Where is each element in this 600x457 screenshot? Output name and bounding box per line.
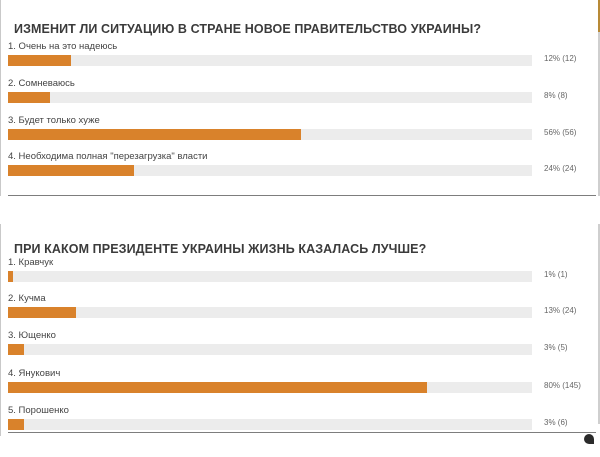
drop-corner-icon (584, 434, 594, 444)
poll-president: ПРИ КАКОМ ПРЕЗИДЕНТЕ УКРАИНЫ ЖИЗНЬ КАЗАЛ… (0, 224, 600, 457)
option-result: 3% (6) (544, 418, 568, 427)
result-bar-track (8, 419, 532, 430)
poll-title: ИЗМЕНИТ ЛИ СИТУАЦИЮ В СТРАНЕ НОВОЕ ПРАВИ… (14, 22, 482, 37)
result-bar-fill (8, 129, 302, 140)
option-label: 4. Янукович (8, 368, 61, 379)
result-bar-fill (8, 344, 24, 355)
option-label: 2. Кучма (8, 293, 46, 304)
option-label: 5. Порошенко (8, 405, 69, 416)
option-result: 8% (8) (544, 91, 568, 100)
poll-border-left (0, 224, 1, 436)
result-bar-track (8, 129, 532, 140)
option-label: 1. Очень на это надеюсь (8, 41, 118, 52)
poll-option[interactable]: 2. Кучма 13% (24) (8, 293, 600, 323)
option-result: 1% (1) (544, 270, 568, 279)
result-bar-fill (8, 92, 50, 103)
option-result: 3% (5) (544, 343, 568, 352)
poll-border-left (0, 0, 1, 196)
poll-government: ИЗМЕНИТ ЛИ СИТУАЦИЮ В СТРАНЕ НОВОЕ ПРАВИ… (0, 0, 600, 196)
option-label: 4. Необходима полная "перезагрузка" влас… (8, 151, 208, 162)
poll-option[interactable]: 4. Янукович 80% (145) (8, 368, 600, 398)
poll-separator (8, 195, 596, 196)
poll-title: ПРИ КАКОМ ПРЕЗИДЕНТЕ УКРАИНЫ ЖИЗНЬ КАЗАЛ… (14, 242, 427, 257)
result-bar-track (8, 344, 532, 355)
result-bar-fill (8, 165, 134, 176)
poll-option[interactable]: 3. Ющенко 3% (5) (8, 330, 600, 360)
result-bar-track (8, 165, 532, 176)
option-label: 3. Будет только хуже (8, 115, 100, 126)
result-bar-track (8, 271, 532, 282)
option-result: 56% (56) (544, 128, 577, 137)
poll-option[interactable]: 2. Сомневаюсь 8% (8) (8, 78, 600, 108)
result-bar-fill (8, 271, 14, 282)
result-bar-track (8, 55, 532, 66)
poll-border-right (598, 32, 600, 196)
result-bar-fill (8, 382, 428, 393)
option-result: 80% (145) (544, 381, 581, 390)
poll-option[interactable]: 3. Будет только хуже 56% (56) (8, 115, 600, 145)
option-label: 2. Сомневаюсь (8, 78, 75, 89)
poll-option[interactable]: 5. Порошенко 3% (6) (8, 405, 600, 435)
poll-option[interactable]: 1. Очень на это надеюсь 12% (12) (8, 41, 600, 71)
result-bar-track (8, 307, 532, 318)
result-bar-fill (8, 419, 24, 430)
poll-option[interactable]: 1. Кравчук 1% (1) (8, 257, 600, 287)
option-result: 13% (24) (544, 306, 577, 315)
result-bar-track (8, 92, 532, 103)
poll-option[interactable]: 4. Необходима полная "перезагрузка" влас… (8, 151, 600, 181)
poll-accent-bar (598, 0, 600, 32)
result-bar-track (8, 382, 532, 393)
result-bar-fill (8, 55, 71, 66)
option-label: 1. Кравчук (8, 257, 54, 268)
result-bar-fill (8, 307, 77, 318)
option-result: 24% (24) (544, 164, 577, 173)
option-result: 12% (12) (544, 54, 577, 63)
poll-separator (8, 432, 596, 433)
option-label: 3. Ющенко (8, 330, 56, 341)
poll-border-right (598, 224, 600, 424)
